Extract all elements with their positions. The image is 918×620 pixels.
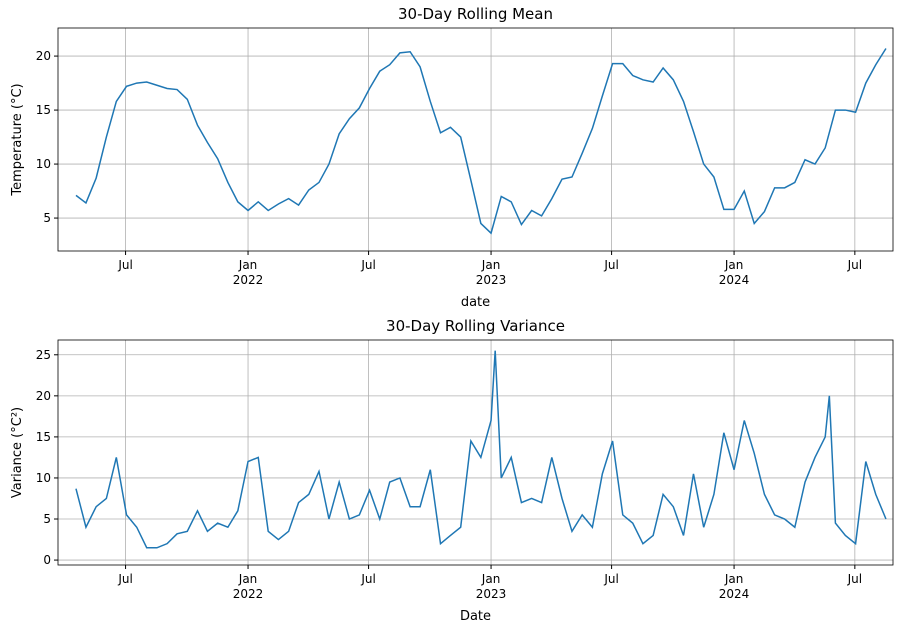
x-tick-label-line: Jul — [360, 258, 375, 272]
x-axis-label: date — [461, 295, 490, 310]
data-line — [75, 48, 887, 235]
x-tick-label: Jan 2023 — [476, 258, 507, 287]
x-tick-label-line: 2022 — [233, 273, 264, 287]
x-tick-label: Jan 2024 — [719, 258, 750, 287]
x-tick-label-line: Jan — [238, 258, 258, 272]
x-tick-label-line: 2024 — [719, 587, 750, 601]
x-tick-label: Jul — [360, 572, 375, 586]
x-tick-label-line: Jul — [117, 572, 132, 586]
x-tick-label: Jul — [117, 572, 132, 586]
x-tick-label: Jul — [847, 258, 862, 272]
x-tick-label-line: Jan — [481, 572, 501, 586]
y-tick-label: 20 — [36, 389, 51, 403]
y-tick-label: 15 — [36, 430, 51, 444]
x-tick-label-line: Jul — [603, 258, 618, 272]
x-tick-label: Jan 2022 — [233, 258, 264, 287]
chart-title: 30-Day Rolling Mean — [398, 5, 553, 23]
x-tick-label: Jul — [117, 258, 132, 272]
plot-frame — [57, 339, 894, 566]
x-tick-label-line: Jan — [481, 258, 501, 272]
x-tick-label: Jul — [847, 572, 862, 586]
y-axis-label: Variance (°C²) — [10, 407, 25, 498]
data-line — [75, 350, 887, 549]
x-tick-label-line: Jan — [238, 572, 258, 586]
x-tick-label-line: 2023 — [476, 273, 507, 287]
x-tick-label-line: 2024 — [719, 273, 750, 287]
plot-frame — [57, 27, 894, 252]
x-tick-label: Jul — [603, 258, 618, 272]
y-tick-label: 0 — [43, 553, 51, 567]
x-axis-label: Date — [460, 609, 491, 620]
x-tick-label-line: 2023 — [476, 587, 507, 601]
x-tick-label: Jul — [603, 572, 618, 586]
x-tick-label-line: Jan — [724, 258, 744, 272]
y-tick-label: 10 — [36, 157, 51, 171]
x-tick-label: Jan 2023 — [476, 572, 507, 601]
y-tick-label: 25 — [36, 348, 51, 362]
y-tick-label: 5 — [43, 211, 51, 225]
y-axis-label: Temperature (°C) — [10, 83, 25, 196]
y-tick-label: 20 — [36, 49, 51, 63]
y-tick-label: 10 — [36, 471, 51, 485]
y-tick-label: 15 — [36, 103, 51, 117]
y-tick-label: 5 — [43, 512, 51, 526]
x-tick-label-line: 2022 — [233, 587, 264, 601]
chart-title: 30-Day Rolling Variance — [386, 317, 565, 335]
x-tick-label: Jul — [360, 258, 375, 272]
x-tick-label-line: Jan — [724, 572, 744, 586]
x-tick-label-line: Jul — [360, 572, 375, 586]
x-tick-label-line: Jul — [847, 572, 862, 586]
x-tick-label: Jan 2024 — [719, 572, 750, 601]
x-tick-label-line: Jul — [603, 572, 618, 586]
x-tick-label-line: Jul — [847, 258, 862, 272]
x-tick-label-line: Jul — [117, 258, 132, 272]
x-tick-label: Jan 2022 — [233, 572, 264, 601]
